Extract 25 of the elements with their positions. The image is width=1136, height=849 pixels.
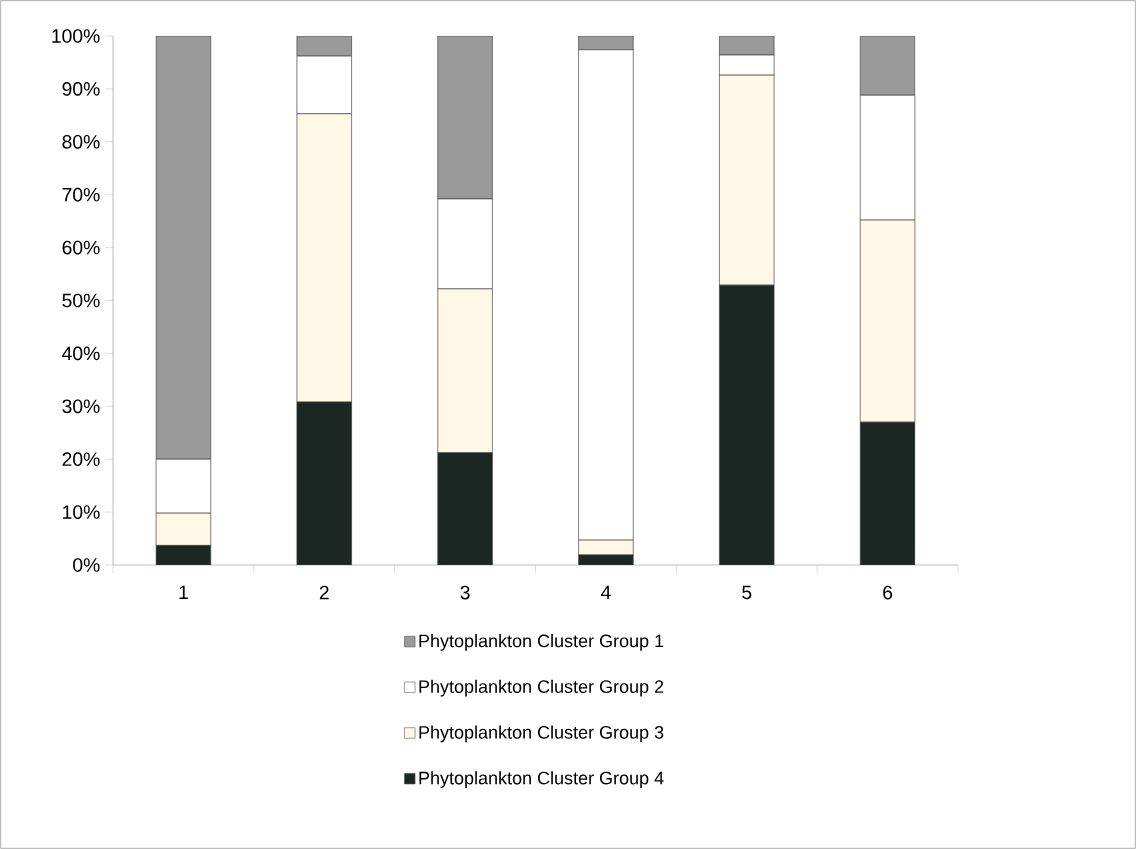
- bar: [296, 401, 352, 565]
- bar: [437, 452, 493, 565]
- x-tick-label: 2: [319, 585, 329, 600]
- x-tick-label: 5: [742, 585, 752, 600]
- y-tick-label: 40%: [62, 346, 100, 361]
- legend-label: Phytoplankton Cluster Group 2: [419, 679, 664, 697]
- y-tick-label: 80%: [62, 134, 100, 149]
- x-tick-label: 6: [883, 585, 893, 600]
- x-tick-label: 4: [600, 585, 611, 599]
- bar: [859, 421, 916, 565]
- y-tick-label: 0%: [73, 558, 100, 572]
- y-tick-label: 90%: [62, 82, 100, 96]
- legend-label: Phytoplankton Cluster Group 1: [419, 634, 664, 651]
- legend-label: Phytoplankton Cluster Group 4: [419, 771, 664, 788]
- y-tick-label: 100%: [52, 29, 100, 43]
- y-tick-label: 70%: [62, 187, 100, 202]
- x-tick-label: 3: [460, 585, 470, 600]
- y-tick-label: 30%: [62, 399, 100, 414]
- y-tick-label: 20%: [62, 452, 100, 467]
- x-tick-label: 1: [179, 585, 188, 599]
- legend-label: Phytoplankton Cluster Group 3: [419, 725, 664, 743]
- bar: [719, 284, 775, 565]
- y-tick-label: 60%: [62, 240, 100, 255]
- y-tick-label: 50%: [62, 293, 100, 308]
- y-tick-label: 10%: [63, 505, 100, 519]
